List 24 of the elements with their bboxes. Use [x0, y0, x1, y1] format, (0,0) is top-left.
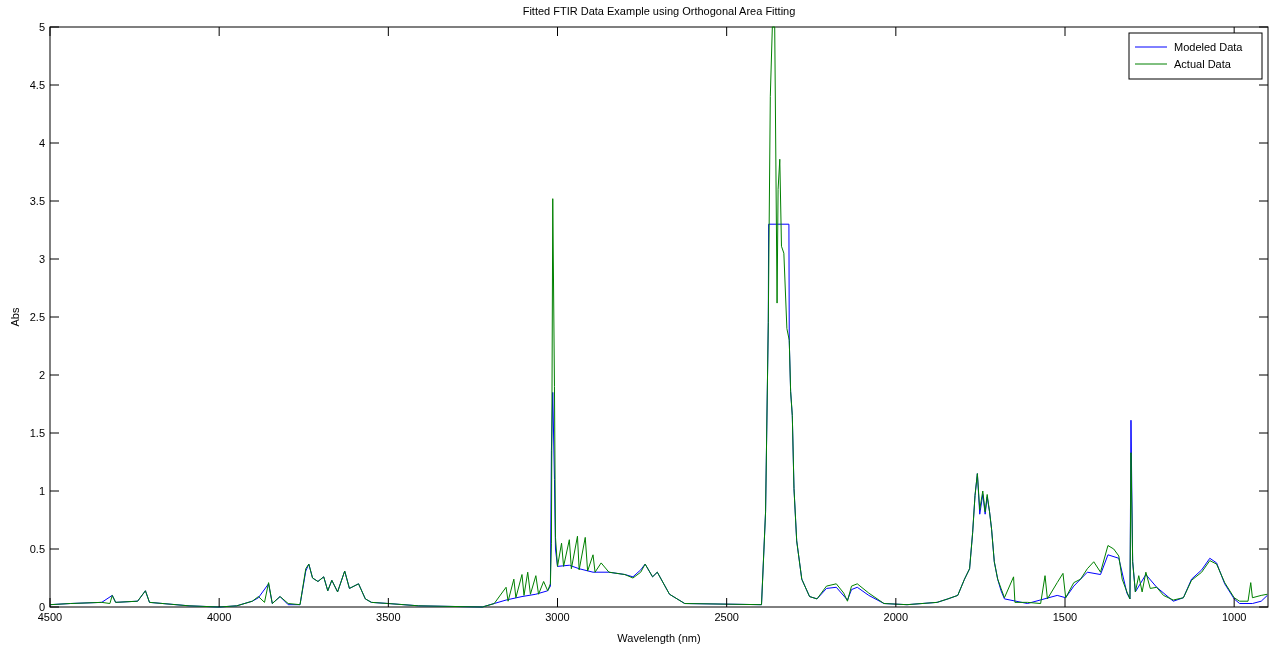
legend-label: Modeled Data — [1174, 41, 1244, 53]
y-tick-label: 2.5 — [29, 311, 45, 323]
x-axis-title: Wavelength (nm) — [617, 632, 701, 644]
y-tick-label: 4.5 — [29, 79, 45, 91]
x-tick-label: 3500 — [376, 611, 401, 623]
y-tick-label: 2 — [38, 369, 45, 381]
y-tick-label: 3 — [38, 253, 45, 265]
y-tick-label: 1 — [38, 485, 45, 497]
y-tick-label: 5 — [38, 21, 45, 33]
x-tick-label: 3000 — [545, 611, 570, 623]
y-tick-label: 3.5 — [29, 195, 45, 207]
y-tick-label: 0 — [38, 601, 45, 613]
chart-title: Fitted FTIR Data Example using Orthogonal Area Fitting — [522, 5, 796, 17]
y-tick-label: 0.5 — [29, 543, 45, 555]
x-tick-label: 1000 — [1221, 611, 1247, 623]
x-tick-label: 1500 — [1052, 611, 1078, 623]
y-tick-label: 1.5 — [29, 427, 45, 439]
x-tick-label: 2000 — [883, 611, 909, 623]
x-tick-label: 4000 — [206, 611, 232, 623]
legend-label: Actual Data — [1174, 58, 1232, 70]
y-tick-label: 4 — [38, 137, 45, 149]
x-tick-label: 2500 — [714, 611, 739, 623]
x-tick-label: 4500 — [37, 611, 63, 623]
y-axis-title: Abs — [9, 307, 21, 327]
